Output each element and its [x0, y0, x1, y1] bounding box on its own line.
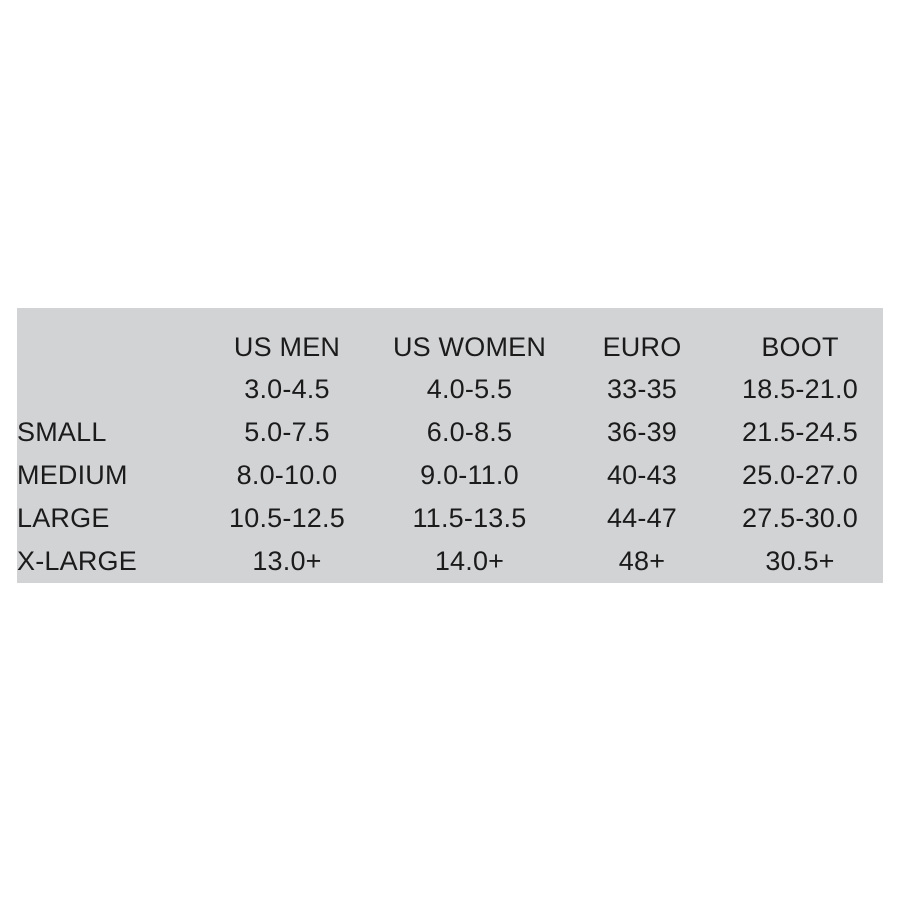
cell-euro: 36-39: [606, 417, 678, 447]
header-us-women: US WOMEN: [392, 331, 547, 362]
row-size-label: [17, 368, 202, 411]
cell-us-women: 6.0-8.5: [426, 417, 513, 447]
cell-us-women: 4.0-5.5: [426, 374, 513, 404]
spacer-cell: [567, 308, 717, 326]
spacer-cell: [717, 308, 883, 326]
header-euro: EURO: [602, 331, 682, 362]
table-row: LARGE 10.5-12.5 11.5-13.5 44-47 27.5-30.…: [17, 497, 883, 540]
header-corner-label: [17, 326, 202, 368]
row-size-label: MEDIUM: [17, 460, 128, 490]
size-chart-table: US MEN US WOMEN EURO BOOT 3.0-4.5 4.0-5.…: [17, 308, 883, 583]
cell-boot: 18.5-21.0: [742, 374, 858, 404]
cell-euro: 40-43: [606, 460, 678, 490]
header-us-men: US MEN: [233, 331, 341, 362]
spacer-cell: [17, 308, 202, 326]
cell-us-men: 5.0-7.5: [244, 417, 330, 447]
cell-euro: 33-35: [606, 374, 678, 404]
cell-us-men: 10.5-12.5: [229, 503, 345, 533]
cell-boot: 30.5+: [765, 546, 835, 576]
table-row: 3.0-4.5 4.0-5.5 33-35 18.5-21.0: [17, 368, 883, 411]
row-size-label: LARGE: [17, 503, 110, 533]
cell-boot: 27.5-30.0: [742, 503, 858, 533]
header-boot: BOOT: [761, 331, 839, 362]
cell-us-women: 11.5-13.5: [412, 503, 527, 533]
cell-boot: 25.0-27.0: [742, 460, 858, 490]
table-top-spacer: [17, 308, 883, 326]
cell-us-women: 9.0-11.0: [420, 460, 519, 490]
table-header-row: US MEN US WOMEN EURO BOOT: [17, 326, 883, 368]
table-row: SMALL 5.0-7.5 6.0-8.5 36-39 21.5-24.5: [17, 411, 883, 454]
cell-us-men: 8.0-10.0: [236, 460, 338, 490]
table-row: MEDIUM 8.0-10.0 9.0-11.0 40-43 25.0-27.0: [17, 454, 883, 497]
cell-euro: 48+: [618, 546, 666, 576]
spacer-cell: [202, 308, 372, 326]
row-size-label: X-LARGE: [17, 546, 137, 576]
cell-euro: 44-47: [606, 503, 678, 533]
size-chart-panel: US MEN US WOMEN EURO BOOT 3.0-4.5 4.0-5.…: [17, 308, 883, 583]
table-body: 3.0-4.5 4.0-5.5 33-35 18.5-21.0 SMALL 5.…: [17, 368, 883, 583]
cell-us-women: 14.0+: [434, 546, 505, 576]
cell-us-men: 3.0-4.5: [244, 374, 330, 404]
spacer-cell: [372, 308, 567, 326]
table-row: X-LARGE 13.0+ 14.0+ 48+ 30.5+: [17, 540, 883, 583]
cell-boot: 21.5-24.5: [742, 417, 858, 447]
cell-us-men: 13.0+: [252, 546, 322, 576]
row-size-label: SMALL: [17, 417, 107, 447]
